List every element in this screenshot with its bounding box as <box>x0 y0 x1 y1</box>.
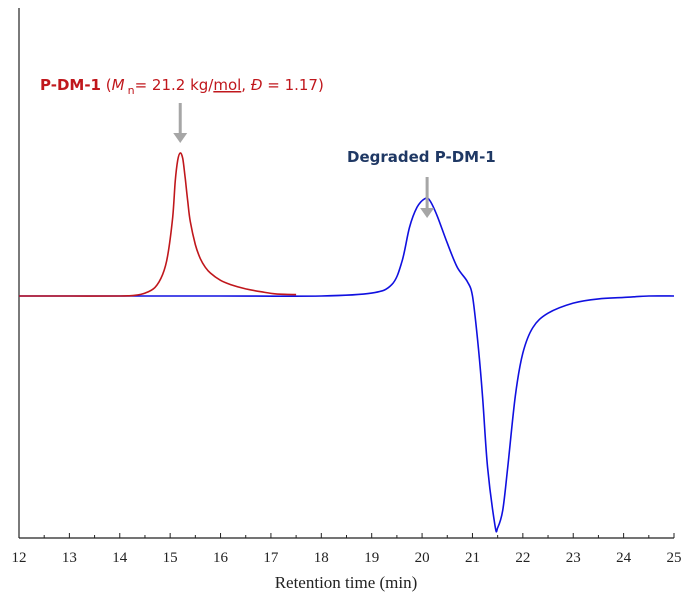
x-tick-label: 20 <box>415 550 430 566</box>
x-tick-label: 16 <box>213 550 229 566</box>
x-tick-label: 22 <box>515 550 530 566</box>
arrow-p-dm-1-head <box>173 133 188 143</box>
annotation-p-dm-1: P-DM-1 (M n= 21.2 kg/mol, Đ = 1.17) <box>40 76 324 97</box>
annotation-mn-value: = 21.2 kg/ <box>135 76 215 94</box>
x-axis-title: Retention time (min) <box>275 573 418 592</box>
x-tick-label: 23 <box>566 550 581 566</box>
annotation-comma: , <box>241 76 251 94</box>
x-tick-label: 15 <box>163 550 178 566</box>
series-group <box>19 152 675 533</box>
annotation-degraded: Degraded P-DM-1 <box>347 148 496 166</box>
series-degraded-p-dm-1 <box>19 197 675 533</box>
annotation-arrows <box>173 103 435 218</box>
x-tick-label: 21 <box>465 550 480 566</box>
x-tick-label: 13 <box>62 550 77 566</box>
x-tick-label: 12 <box>12 550 27 566</box>
annotation-p-dm-1-name: P-DM-1 <box>40 76 101 94</box>
series-p-dm-1 <box>19 152 297 297</box>
x-tick-label: 17 <box>263 550 279 566</box>
x-tick-label: 24 <box>616 550 632 566</box>
x-tick-label: 18 <box>314 550 329 566</box>
x-tick-label: 14 <box>112 550 128 566</box>
annotation-mol-unit: mol <box>213 76 241 94</box>
x-tick-label: 19 <box>364 550 379 566</box>
x-ticks: 12 13 14 15 16 17 18 19 20 21 22 23 24 25 <box>12 533 682 566</box>
annotation-open-paren: ( <box>101 76 112 94</box>
arrow-degraded-head <box>420 208 435 218</box>
x-tick-label: 25 <box>667 550 682 566</box>
annotation-mn-subscript: n <box>128 84 135 97</box>
annotation-mn-symbol: M <box>112 76 125 94</box>
annotation-dispersity-symbol: Đ <box>251 76 263 94</box>
annotation-dispersity-value: = 1.17) <box>262 76 323 94</box>
